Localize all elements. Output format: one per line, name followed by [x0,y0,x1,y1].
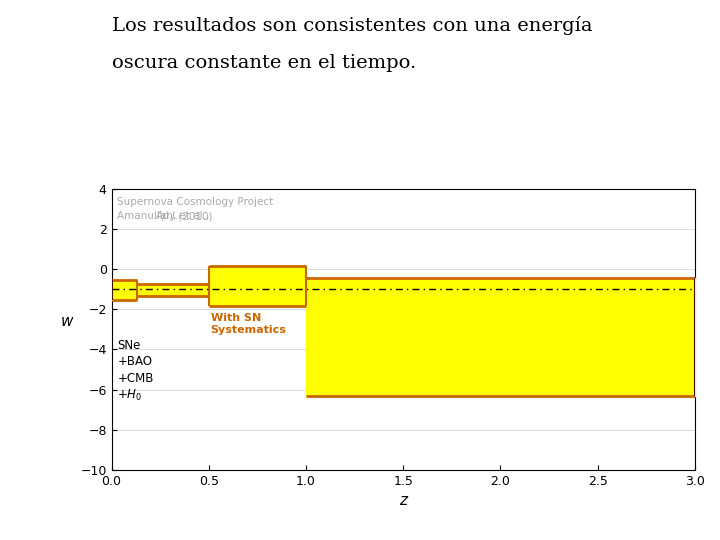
Text: oscura constante en el tiempo.: oscura constante en el tiempo. [112,54,416,72]
Text: SNe: SNe [117,340,141,353]
Text: With SN
Systematics: With SN Systematics [211,313,287,335]
Text: +CMB: +CMB [117,372,154,384]
Text: +$H_0$: +$H_0$ [117,388,143,403]
Text: Los resultados son consistentes con una energía: Los resultados son consistentes con una … [112,16,592,35]
Text: Ap.J.: Ap.J. [156,211,179,221]
Text: (2010): (2010) [175,211,212,221]
X-axis label: z: z [399,493,408,508]
Y-axis label: w: w [60,314,73,329]
Text: +BAO: +BAO [117,355,153,368]
Text: Supernova Cosmology Project: Supernova Cosmology Project [117,197,274,207]
Text: Amanullah, et al.,: Amanullah, et al., [117,211,213,221]
